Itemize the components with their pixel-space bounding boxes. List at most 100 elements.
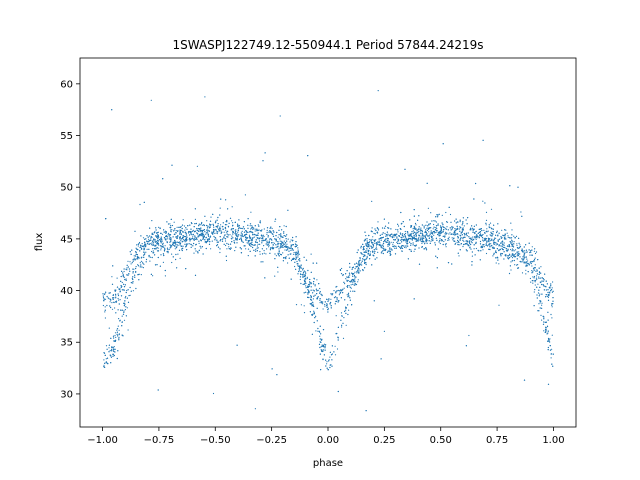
scatter-point bbox=[516, 251, 518, 254]
scatter-point bbox=[471, 242, 473, 244]
scatter-point bbox=[538, 276, 540, 278]
scatter-point bbox=[546, 333, 548, 335]
scatter-point bbox=[150, 273, 152, 275]
scatter-point bbox=[517, 267, 519, 269]
scatter-point bbox=[340, 297, 342, 299]
scatter-point bbox=[325, 344, 327, 346]
scatter-point bbox=[238, 227, 240, 229]
scatter-point bbox=[360, 252, 362, 254]
scatter-point bbox=[386, 235, 388, 237]
scatter-point bbox=[347, 286, 349, 288]
scatter-point bbox=[319, 338, 321, 340]
scatter-point bbox=[507, 236, 509, 238]
scatter-point bbox=[412, 244, 414, 246]
scatter-point bbox=[515, 235, 518, 237]
scatter-point bbox=[362, 243, 364, 245]
scatter-point bbox=[508, 245, 510, 247]
scatter-point bbox=[269, 230, 271, 232]
scatter-point bbox=[195, 250, 197, 252]
scatter-point bbox=[395, 247, 397, 249]
scatter-point bbox=[389, 247, 391, 249]
scatter-point bbox=[263, 235, 265, 238]
scatter-point bbox=[114, 290, 116, 292]
scatter-point bbox=[516, 243, 518, 245]
scatter-point bbox=[442, 143, 444, 145]
scatter-point bbox=[472, 231, 474, 233]
scatter-point bbox=[326, 363, 328, 365]
scatter-point bbox=[349, 299, 351, 301]
scatter-point bbox=[497, 259, 499, 261]
scatter-point bbox=[106, 362, 108, 364]
scatter-point bbox=[123, 310, 125, 312]
scatter-point bbox=[527, 262, 529, 265]
scatter-point bbox=[471, 255, 473, 257]
scatter-point bbox=[144, 245, 147, 247]
scatter-point bbox=[140, 260, 142, 262]
scatter-point bbox=[226, 242, 228, 245]
scatter-point bbox=[476, 237, 478, 239]
scatter-point bbox=[543, 289, 546, 291]
scatter-point bbox=[418, 247, 420, 249]
scatter-point bbox=[174, 239, 176, 242]
scatter-point bbox=[179, 232, 181, 234]
scatter-point bbox=[149, 260, 151, 262]
scatter-point bbox=[240, 252, 242, 254]
scatter-point bbox=[177, 230, 179, 232]
scatter-point bbox=[261, 248, 263, 250]
scatter-point bbox=[410, 243, 412, 245]
scatter-point bbox=[159, 227, 161, 229]
scatter-point bbox=[316, 307, 318, 309]
scatter-point bbox=[179, 238, 181, 240]
scatter-point bbox=[480, 245, 482, 247]
scatter-point bbox=[510, 261, 512, 263]
scatter-point bbox=[202, 234, 204, 236]
scatter-point bbox=[538, 271, 541, 273]
scatter-point bbox=[261, 253, 264, 255]
scatter-point bbox=[540, 314, 542, 316]
scatter-point bbox=[330, 301, 332, 304]
scatter-point bbox=[428, 223, 430, 225]
scatter-point bbox=[457, 221, 459, 223]
scatter-point bbox=[536, 275, 538, 277]
scatter-point bbox=[322, 308, 324, 310]
scatter-point bbox=[295, 244, 297, 246]
scatter-point bbox=[126, 264, 128, 266]
scatter-point bbox=[143, 245, 145, 247]
scatter-point bbox=[108, 344, 110, 346]
scatter-point bbox=[104, 306, 106, 308]
scatter-point bbox=[527, 271, 529, 273]
scatter-point bbox=[541, 319, 543, 321]
scatter-point bbox=[263, 228, 265, 230]
scatter-point bbox=[277, 271, 279, 273]
scatter-point bbox=[512, 249, 514, 251]
scatter-point bbox=[151, 243, 153, 245]
scatter-point bbox=[312, 303, 314, 305]
scatter-point bbox=[193, 226, 195, 228]
scatter-point bbox=[238, 219, 240, 221]
scatter-point bbox=[247, 240, 249, 242]
scatter-point bbox=[243, 245, 245, 247]
scatter-point bbox=[219, 226, 221, 228]
scatter-point bbox=[166, 221, 168, 223]
scatter-point bbox=[423, 241, 425, 243]
scatter-point bbox=[320, 369, 322, 371]
scatter-point bbox=[351, 272, 353, 274]
scatter-point bbox=[358, 260, 360, 262]
scatter-point bbox=[383, 241, 385, 243]
scatter-point bbox=[426, 221, 428, 223]
scatter-point bbox=[297, 256, 299, 258]
scatter-point bbox=[415, 235, 417, 237]
scatter-point bbox=[400, 247, 402, 250]
scatter-point bbox=[498, 232, 500, 234]
scatter-point bbox=[385, 234, 387, 236]
scatter-point bbox=[145, 258, 148, 261]
scatter-point bbox=[284, 257, 286, 259]
scatter-point bbox=[211, 232, 213, 234]
scatter-point bbox=[533, 280, 535, 282]
scatter-point bbox=[194, 223, 196, 225]
scatter-point bbox=[139, 266, 141, 268]
scatter-point bbox=[235, 239, 237, 241]
scatter-point bbox=[325, 359, 327, 361]
scatter-point bbox=[236, 344, 238, 346]
scatter-point bbox=[470, 241, 472, 243]
